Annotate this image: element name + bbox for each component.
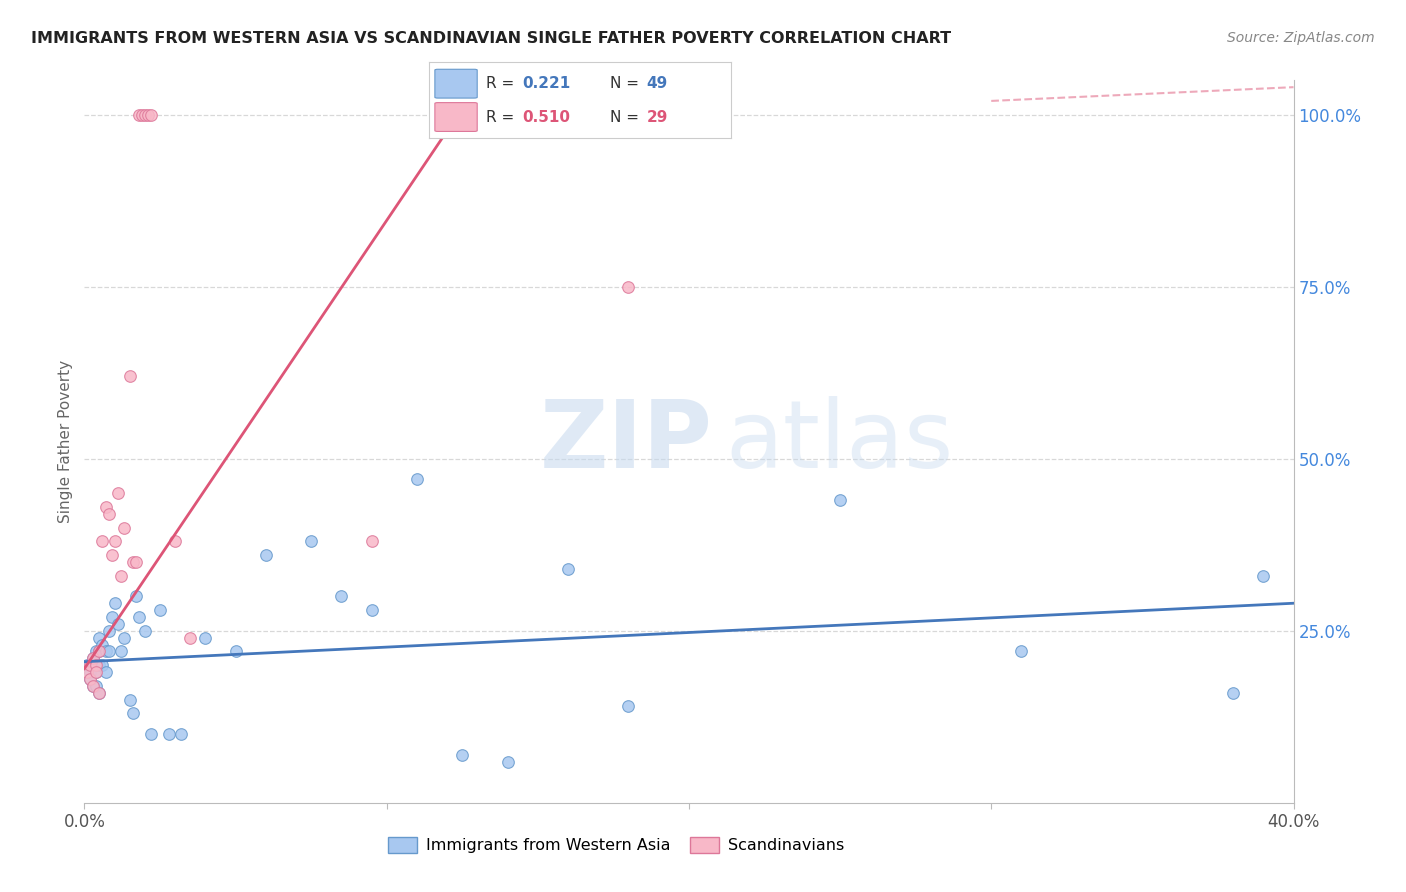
Text: N =: N = [610,76,644,91]
Point [89,686,111,700]
Text: 29: 29 [647,110,668,125]
Point [82,651,104,665]
Point [79,665,101,679]
Point [1253,568,1275,582]
Point [100,548,122,562]
Point [118,369,141,384]
Point [110,568,132,582]
Point [1222,686,1244,700]
Point [100,610,122,624]
Point [107,616,129,631]
Point [97,644,120,658]
Point [76,665,98,679]
Point [104,596,127,610]
FancyBboxPatch shape [434,103,477,131]
Point [165,534,187,549]
Point [125,590,148,604]
Point [79,672,101,686]
Point [194,631,217,645]
Point [86,679,108,693]
Point [170,727,193,741]
Point [89,644,111,658]
Point [128,108,150,122]
Point [134,624,156,638]
Text: R =: R = [486,76,519,91]
Text: atlas: atlas [725,395,953,488]
Point [86,665,108,679]
Point [89,686,111,700]
Point [830,493,852,508]
Point [97,624,120,638]
Point [94,665,117,679]
Point [97,507,120,521]
Point [89,631,111,645]
Point [139,727,162,741]
FancyBboxPatch shape [434,70,477,98]
Text: N =: N = [610,110,644,125]
Point [112,520,135,534]
Point [110,644,132,658]
Point [91,534,114,549]
Point [86,658,108,673]
Point [406,472,429,486]
Point [360,603,382,617]
Point [1011,644,1033,658]
Text: 49: 49 [647,76,668,91]
Point [107,486,129,500]
Point [79,658,101,673]
Point [82,679,104,693]
Point [139,108,162,122]
Point [125,555,148,569]
Text: 0.221: 0.221 [523,76,571,91]
Text: IMMIGRANTS FROM WESTERN ASIA VS SCANDINAVIAN SINGLE FATHER POVERTY CORRELATION C: IMMIGRANTS FROM WESTERN ASIA VS SCANDINA… [31,31,950,46]
Text: ZIP: ZIP [540,395,713,488]
Text: Source: ZipAtlas.com: Source: ZipAtlas.com [1227,31,1375,45]
Point [617,699,640,714]
Point [134,108,156,122]
Point [86,665,108,679]
Point [149,603,172,617]
Point [131,108,153,122]
Point [128,610,150,624]
Point [112,631,135,645]
Text: R =: R = [486,110,519,125]
Point [82,679,104,693]
Point [330,590,353,604]
Point [557,562,579,576]
Y-axis label: Single Father Poverty: Single Father Poverty [58,360,73,523]
Point [89,658,111,673]
Point [82,651,104,665]
Point [496,755,519,769]
Point [94,500,117,514]
Text: 0.510: 0.510 [523,110,571,125]
Point [225,644,247,658]
Point [91,638,114,652]
Point [121,555,143,569]
Point [104,534,127,549]
Point [179,631,201,645]
Point [89,644,111,658]
Point [86,658,108,673]
Point [76,658,98,673]
Legend: Immigrants from Western Asia, Scandinavians: Immigrants from Western Asia, Scandinavi… [381,831,851,860]
Point [86,644,108,658]
Point [91,658,114,673]
Point [157,727,180,741]
Point [79,672,101,686]
Point [451,747,474,762]
Point [254,548,277,562]
Point [118,692,141,706]
Point [136,108,159,122]
Point [299,534,322,549]
Point [94,644,117,658]
Point [360,534,382,549]
Point [82,658,104,673]
Point [617,279,640,293]
Point [121,706,143,721]
